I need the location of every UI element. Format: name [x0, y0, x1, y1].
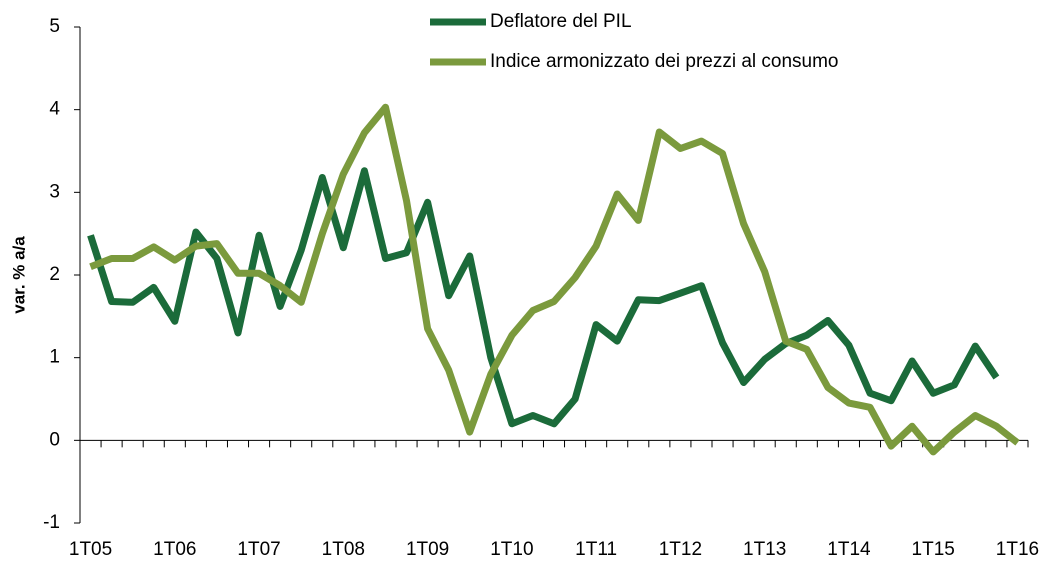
series-line — [87, 167, 1000, 428]
legend-label: Indice armonizzato dei prezzi al consumo — [490, 51, 839, 72]
x-tick-label: 1T05 — [69, 539, 112, 560]
y-tick-label: 0 — [49, 429, 60, 450]
x-tick-label: 1T10 — [490, 539, 533, 560]
x-tick-label: 1T11 — [575, 539, 617, 560]
x-tick-label: 1T13 — [743, 539, 786, 560]
y-tick-label: 1 — [49, 347, 60, 368]
x-tick-label: 1T16 — [996, 539, 1039, 560]
x-tick-label: 1T07 — [237, 539, 280, 560]
x-tick-label: 1T14 — [827, 539, 871, 560]
y-tick-label: 2 — [49, 264, 60, 285]
x-tick-label: 1T06 — [153, 539, 196, 560]
y-axis-label: var. % a/a — [9, 236, 28, 314]
x-tick-label: 1T09 — [406, 539, 449, 560]
x-tick-label: 1T08 — [322, 539, 365, 560]
y-tick-label: 5 — [49, 16, 60, 37]
y-tick-label: -1 — [43, 512, 60, 533]
x-tick-label: 1T12 — [659, 539, 702, 560]
legend-label: Deflatore del PIL — [490, 11, 632, 32]
x-tick-label: 1T15 — [912, 539, 955, 560]
series-line — [89, 103, 1020, 456]
y-tick-label: 3 — [49, 181, 60, 202]
y-tick-label: 4 — [49, 99, 60, 120]
